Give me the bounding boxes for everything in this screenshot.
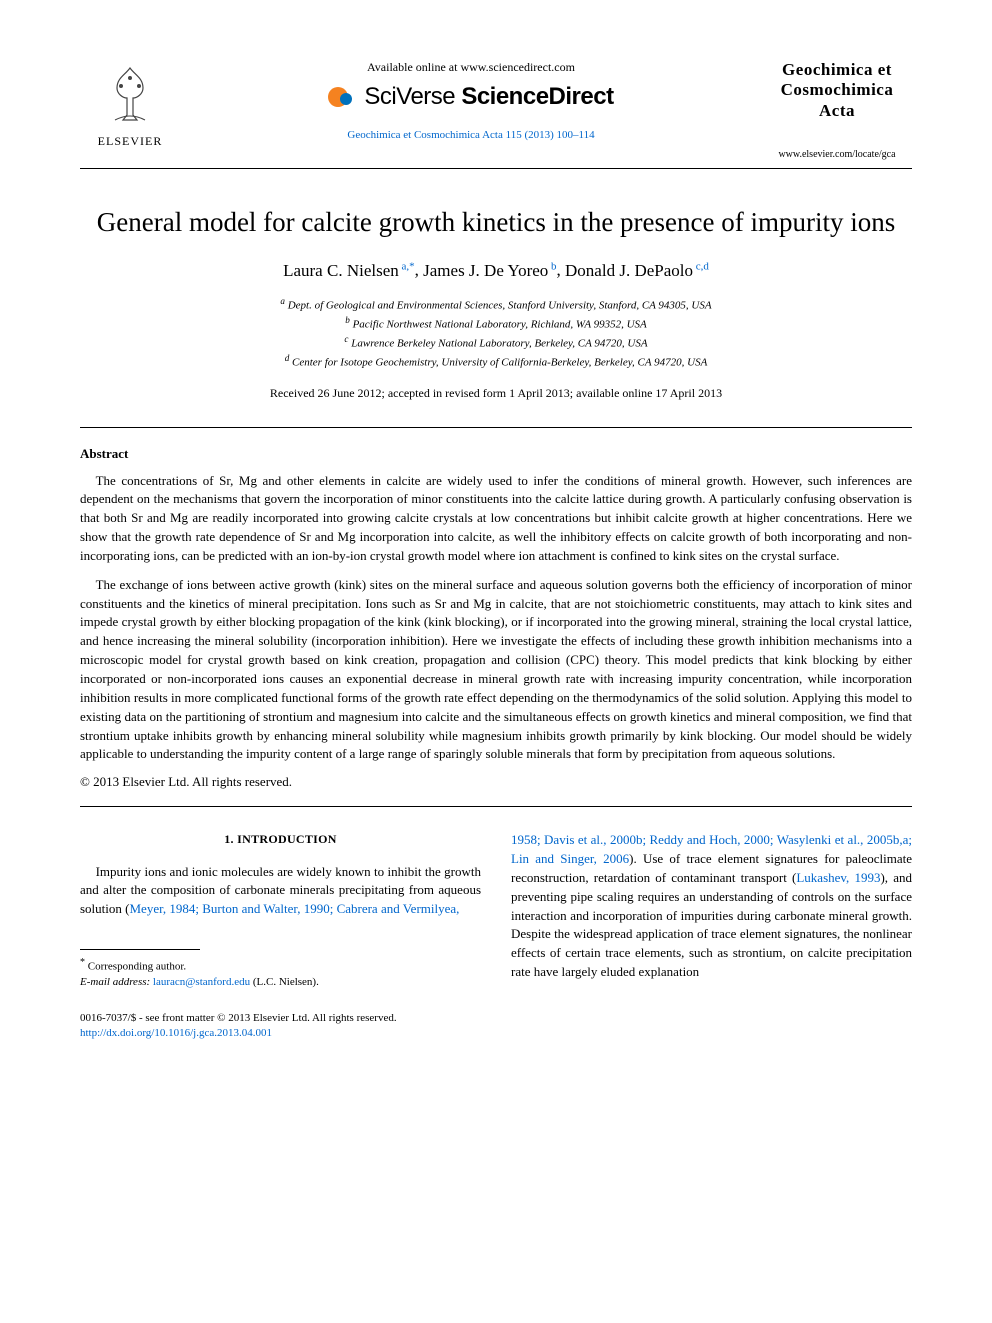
affiliations: a Dept. of Geological and Environmental …	[80, 295, 912, 372]
affiliation-a: a Dept. of Geological and Environmental …	[80, 295, 912, 314]
email-label: E-mail address:	[80, 976, 150, 988]
affiliation-b: b Pacific Northwest National Laboratory,…	[80, 314, 912, 333]
author-2: James J. De Yoreo b	[423, 261, 556, 280]
email-author-name: (L.C. Nielsen).	[253, 976, 319, 988]
article-dates: Received 26 June 2012; accepted in revis…	[80, 386, 912, 401]
citation-link-left[interactable]: Meyer, 1984; Burton and Walter, 1990; Ca…	[129, 901, 459, 916]
sciverse-text: SciVerse ScienceDirect	[364, 83, 613, 111]
journal-header: ELSEVIER Available online at www.science…	[80, 60, 912, 169]
body-columns: 1. INTRODUCTION Impurity ions and ionic …	[80, 831, 912, 1041]
affiliation-c: c Lawrence Berkeley National Laboratory,…	[80, 333, 912, 352]
intro-para-left: Impurity ions and ionic molecules are wi…	[80, 863, 481, 920]
abstract-para-1: The concentrations of Sr, Mg and other e…	[80, 472, 912, 566]
author-1: Laura C. Nielsen a,*	[283, 261, 415, 280]
doi-link[interactable]: http://dx.doi.org/10.1016/j.gca.2013.04.…	[80, 1027, 272, 1039]
available-online-text: Available online at www.sciencedirect.co…	[367, 60, 575, 75]
right-column: 1958; Davis et al., 2000b; Reddy and Hoc…	[511, 831, 912, 1041]
sv-inner-circle-icon	[340, 93, 352, 105]
affiliation-d: d Center for Isotope Geochemistry, Unive…	[80, 352, 912, 371]
center-header: Available online at www.sciencedirect.co…	[180, 60, 762, 141]
journal-name-line3: Acta	[781, 101, 894, 121]
rule-bottom	[80, 806, 912, 807]
section-1-heading: 1. INTRODUCTION	[80, 831, 481, 848]
elsevier-logo-block: ELSEVIER	[80, 60, 180, 149]
front-matter-line: 0016-7037/$ - see front matter © 2013 El…	[80, 1011, 481, 1026]
footnote-separator	[80, 949, 200, 950]
abstract-heading: Abstract	[80, 446, 912, 462]
journal-url: www.elsevier.com/locate/gca	[778, 149, 895, 160]
sciencedirect-logo: SciVerse ScienceDirect	[328, 83, 613, 111]
abstract-para-2: The exchange of ions between active grow…	[80, 576, 912, 764]
elsevier-tree-icon	[95, 60, 165, 130]
authors-line: Laura C. Nielsen a,*, James J. De Yoreo …	[80, 260, 912, 281]
citation-link-right-2[interactable]: Lukashev, 1993	[796, 870, 880, 885]
copyright-line: © 2013 Elsevier Ltd. All rights reserved…	[80, 774, 912, 790]
rule-top	[80, 427, 912, 428]
elsevier-label: ELSEVIER	[98, 134, 163, 149]
corresponding-label: Corresponding author.	[88, 961, 186, 973]
footer-info: 0016-7037/$ - see front matter © 2013 El…	[80, 1011, 481, 1042]
journal-title-block: Geochimica et Cosmochimica Acta www.else…	[762, 60, 912, 160]
author-email-link[interactable]: lauracn@stanford.edu	[153, 976, 250, 988]
journal-name-line1: Geochimica et	[781, 60, 894, 80]
corresponding-author-footnote: * Corresponding author. E-mail address: …	[80, 956, 481, 990]
article-title: General model for calcite growth kinetic…	[80, 205, 912, 240]
author-3: Donald J. DePaolo c,d	[565, 261, 709, 280]
left-column: 1. INTRODUCTION Impurity ions and ionic …	[80, 831, 481, 1041]
journal-citation-link[interactable]: Geochimica et Cosmochimica Acta 115 (201…	[347, 129, 594, 141]
intro-para-right: 1958; Davis et al., 2000b; Reddy and Hoc…	[511, 831, 912, 982]
journal-name: Geochimica et Cosmochimica Acta	[781, 60, 894, 121]
journal-name-line2: Cosmochimica	[781, 80, 894, 100]
